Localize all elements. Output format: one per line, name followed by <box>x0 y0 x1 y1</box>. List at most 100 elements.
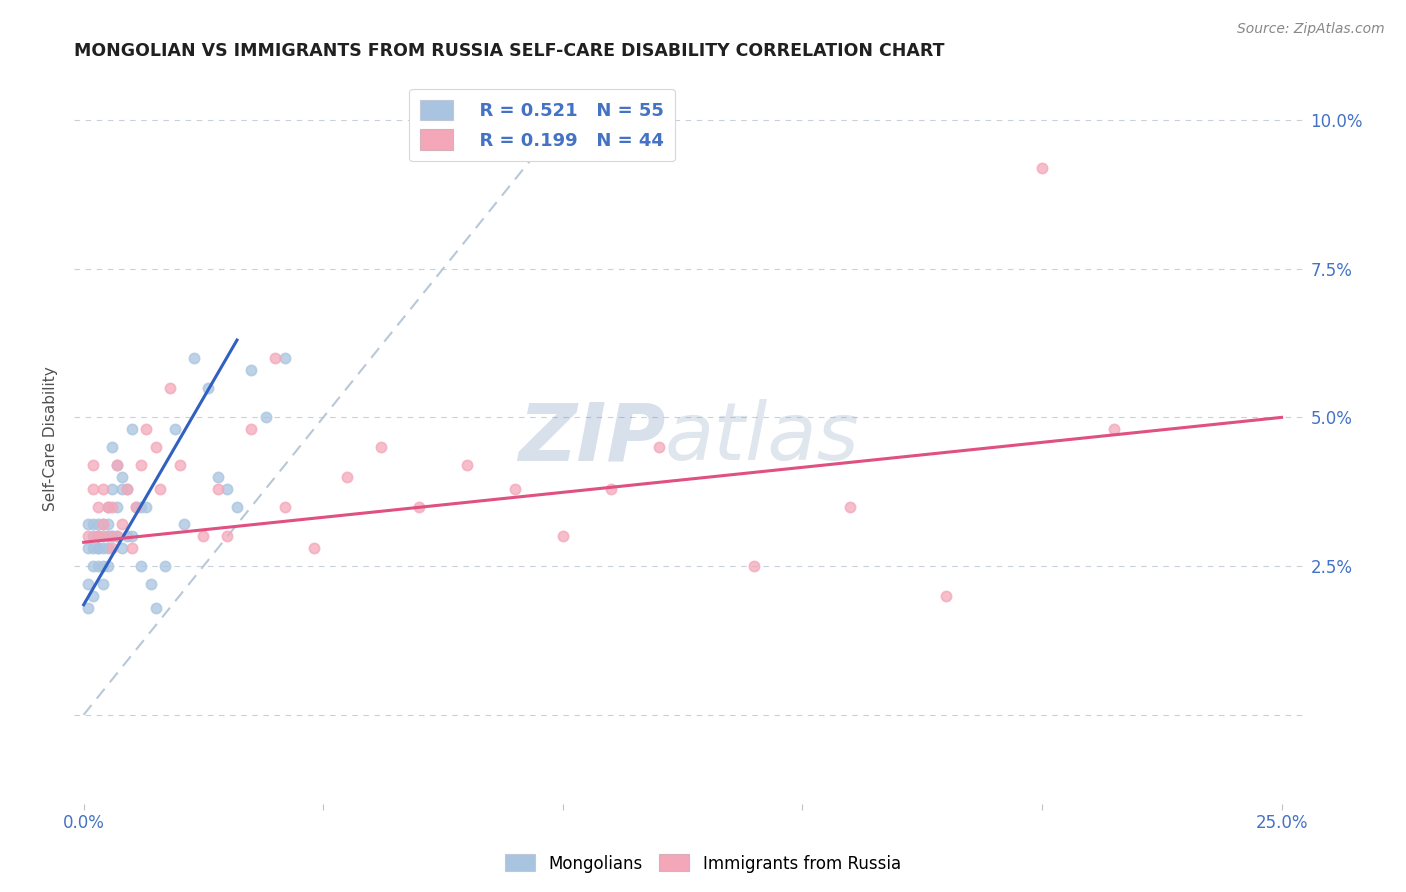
Point <box>1031 161 1053 175</box>
Point <box>839 500 862 514</box>
Point <box>183 351 205 365</box>
Point <box>139 577 162 591</box>
Point <box>77 541 100 556</box>
Point <box>77 600 100 615</box>
Point <box>77 529 100 543</box>
Point <box>115 482 138 496</box>
Point <box>163 422 186 436</box>
Point <box>173 517 195 532</box>
Point <box>456 458 478 472</box>
Point <box>82 559 104 574</box>
Point <box>408 500 430 514</box>
Point <box>82 541 104 556</box>
Point <box>159 381 181 395</box>
Point <box>111 482 134 496</box>
Point <box>153 559 176 574</box>
Point <box>87 500 110 514</box>
Point <box>149 482 172 496</box>
Point <box>193 529 215 543</box>
Text: MONGOLIAN VS IMMIGRANTS FROM RUSSIA SELF-CARE DISABILITY CORRELATION CHART: MONGOLIAN VS IMMIGRANTS FROM RUSSIA SELF… <box>75 42 945 60</box>
Point <box>125 500 148 514</box>
Point <box>101 529 124 543</box>
Point <box>97 529 120 543</box>
Y-axis label: Self-Care Disability: Self-Care Disability <box>44 366 58 510</box>
Point <box>105 500 128 514</box>
Point <box>254 410 277 425</box>
Point <box>503 482 526 496</box>
Point <box>129 559 152 574</box>
Point <box>91 517 114 532</box>
Text: atlas: atlas <box>665 400 860 477</box>
Point <box>87 529 110 543</box>
Point <box>97 500 120 514</box>
Point <box>145 600 167 615</box>
Point <box>115 482 138 496</box>
Point <box>274 351 297 365</box>
Point <box>87 559 110 574</box>
Point <box>101 541 124 556</box>
Point <box>135 500 157 514</box>
Point <box>121 422 143 436</box>
Point <box>91 559 114 574</box>
Point <box>111 517 134 532</box>
Point <box>370 440 392 454</box>
Point <box>77 577 100 591</box>
Point <box>240 363 263 377</box>
Point <box>169 458 191 472</box>
Point <box>647 440 669 454</box>
Point <box>91 529 114 543</box>
Point <box>145 440 167 454</box>
Point <box>101 482 124 496</box>
Point <box>599 482 621 496</box>
Point <box>111 470 134 484</box>
Point <box>115 529 138 543</box>
Point <box>82 517 104 532</box>
Point <box>97 517 120 532</box>
Point <box>226 500 249 514</box>
Point <box>111 541 134 556</box>
Point <box>935 589 957 603</box>
Point <box>97 529 120 543</box>
Point <box>87 529 110 543</box>
Point <box>121 541 143 556</box>
Point <box>82 589 104 603</box>
Point <box>77 517 100 532</box>
Point <box>91 541 114 556</box>
Point <box>97 559 120 574</box>
Point <box>91 577 114 591</box>
Point <box>1102 422 1125 436</box>
Point <box>105 458 128 472</box>
Point <box>121 529 143 543</box>
Point <box>129 500 152 514</box>
Text: ZIP: ZIP <box>517 400 665 477</box>
Point <box>82 458 104 472</box>
Point <box>207 470 229 484</box>
Point <box>87 541 110 556</box>
Point <box>217 529 239 543</box>
Point <box>105 529 128 543</box>
Point <box>217 482 239 496</box>
Point <box>336 470 359 484</box>
Point <box>97 541 120 556</box>
Legend: Mongolians, Immigrants from Russia: Mongolians, Immigrants from Russia <box>499 847 907 880</box>
Point <box>105 458 128 472</box>
Point <box>101 500 124 514</box>
Point <box>264 351 287 365</box>
Legend:   R = 0.521   N = 55,   R = 0.199   N = 44: R = 0.521 N = 55, R = 0.199 N = 44 <box>409 89 675 161</box>
Point <box>129 458 152 472</box>
Point <box>105 529 128 543</box>
Point <box>274 500 297 514</box>
Point <box>87 529 110 543</box>
Point <box>82 482 104 496</box>
Point <box>101 440 124 454</box>
Point <box>91 482 114 496</box>
Point <box>207 482 229 496</box>
Point <box>87 541 110 556</box>
Point <box>97 500 120 514</box>
Point <box>82 529 104 543</box>
Point <box>302 541 325 556</box>
Point <box>125 500 148 514</box>
Point <box>135 422 157 436</box>
Point <box>551 529 574 543</box>
Point <box>87 517 110 532</box>
